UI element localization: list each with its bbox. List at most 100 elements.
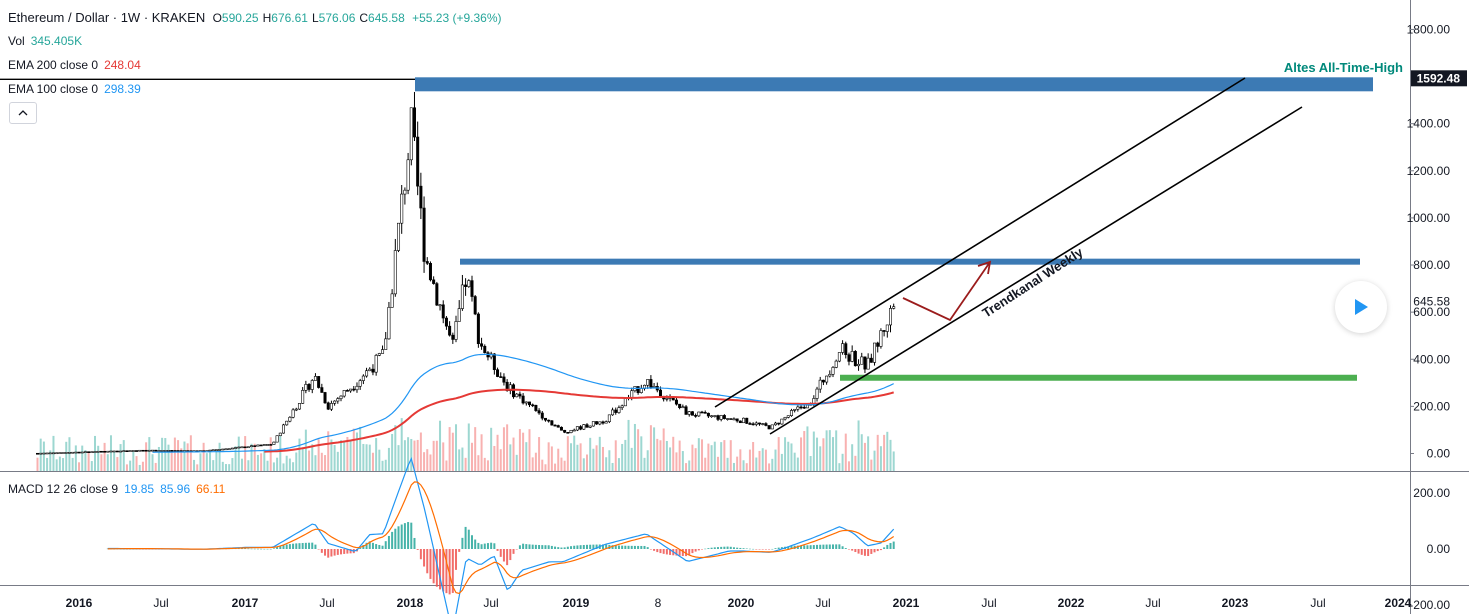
volume-bar — [141, 461, 144, 471]
volume-bar — [439, 420, 442, 471]
candle-body — [547, 419, 551, 422]
macd-hist-bar — [761, 549, 764, 550]
macd-hist-bar — [237, 548, 240, 550]
candle-body — [729, 418, 733, 420]
volume-bar — [710, 445, 713, 471]
candle-body — [579, 426, 583, 430]
replay-play-button[interactable] — [1335, 281, 1387, 333]
candle-body — [531, 404, 535, 407]
candle-body — [847, 354, 851, 362]
support-zone — [840, 374, 1357, 381]
macd-hist-bar — [857, 549, 860, 554]
candle-body — [80, 451, 84, 454]
volume-bar — [173, 437, 176, 471]
candle-body — [409, 107, 413, 161]
candle-body — [390, 293, 394, 308]
time-tick-label: 2017 — [232, 596, 259, 610]
macd-hist-bar — [886, 544, 889, 549]
volume-bar — [435, 440, 438, 471]
volume-bar — [883, 434, 886, 471]
volume-bar — [621, 443, 624, 471]
candle-body — [58, 452, 62, 454]
volume-bar — [346, 436, 349, 471]
candle-body — [793, 408, 797, 411]
candle-body — [131, 450, 135, 452]
candle-body — [333, 400, 337, 404]
candle-body — [700, 411, 704, 414]
collapse-legend-button[interactable] — [9, 102, 37, 124]
candle-body — [783, 417, 787, 420]
symbol-title: Ethereum / Dollar · 1W · KRAKEN — [8, 10, 206, 25]
candle-body — [559, 426, 563, 431]
candle-body — [339, 395, 343, 399]
candle-body — [381, 349, 385, 354]
volume-bar — [311, 444, 314, 471]
volume-bar — [330, 439, 333, 471]
time-tick-label: 8 — [655, 596, 662, 610]
volume-bar — [739, 449, 742, 471]
macd-signal-value: 85.96 — [160, 482, 191, 496]
macd-hist-bar — [879, 549, 882, 551]
volume-bar — [598, 436, 601, 471]
candle-body — [96, 450, 100, 453]
time-tick-label: Jul — [1145, 596, 1160, 610]
macd-hist-bar — [816, 544, 819, 549]
volume-bar — [825, 430, 828, 471]
macd-hist-bar — [496, 549, 499, 551]
macd-hist-bar — [835, 544, 838, 549]
candle-body — [630, 390, 634, 398]
volume-bars — [36, 418, 895, 471]
candle-body — [154, 449, 158, 452]
volume-bar — [675, 452, 678, 471]
macd-hist-bar — [145, 549, 148, 550]
macd-hist-bar — [844, 548, 847, 549]
volume-bar — [477, 455, 480, 471]
candle-body — [313, 376, 317, 381]
volume-bar — [196, 464, 199, 471]
candle-body — [422, 207, 426, 262]
macd-hist-bar — [847, 549, 850, 550]
time-tick-label: 2022 — [1058, 596, 1085, 610]
candle-body — [575, 426, 579, 431]
macd-hist-bar — [704, 548, 707, 550]
candle-body — [572, 429, 576, 432]
volume-bar — [177, 440, 180, 471]
volume-bar — [713, 441, 716, 471]
symbol-header: Ethereum / Dollar · 1W · KRAKEN O590.25 H… — [8, 10, 502, 25]
candle-body — [278, 432, 282, 437]
volume-bar — [720, 442, 723, 471]
candle-body — [770, 424, 774, 430]
macd-hist-bar — [256, 548, 259, 550]
candle-body — [266, 444, 270, 446]
volume-bar — [605, 457, 608, 471]
volume-bar — [403, 440, 406, 471]
channel-upper-line — [714, 77, 1246, 408]
macd-hist-bar — [413, 537, 416, 549]
volume-bar — [39, 438, 42, 471]
macd-hist-bar — [327, 549, 330, 558]
candle-body — [863, 356, 867, 370]
macd-hist-bar — [467, 529, 470, 549]
volume-bar — [662, 428, 665, 471]
time-tick-label: 2016 — [66, 596, 93, 610]
macd-hist-bar — [499, 549, 502, 557]
macd-hist-bar — [771, 548, 774, 550]
macd-hist-bar — [368, 541, 371, 549]
macd-hist-bar — [397, 526, 400, 549]
macd-hist-bar — [669, 549, 672, 555]
volume-bar — [819, 446, 822, 471]
macd-hist-bar — [701, 549, 704, 550]
ath-price-marker: 1592.48 — [1417, 71, 1461, 85]
macd-hist-bar — [381, 545, 384, 549]
volume-bar — [563, 460, 566, 471]
candle-body — [764, 423, 768, 426]
volume-bar — [68, 437, 71, 471]
volume-bar — [97, 445, 100, 471]
volume-bar — [847, 461, 850, 471]
volume-bar — [36, 457, 39, 471]
volume-bar — [547, 442, 550, 471]
macd-hist-bar — [461, 537, 464, 549]
candle-body — [483, 345, 487, 353]
volume-bar — [876, 434, 879, 471]
